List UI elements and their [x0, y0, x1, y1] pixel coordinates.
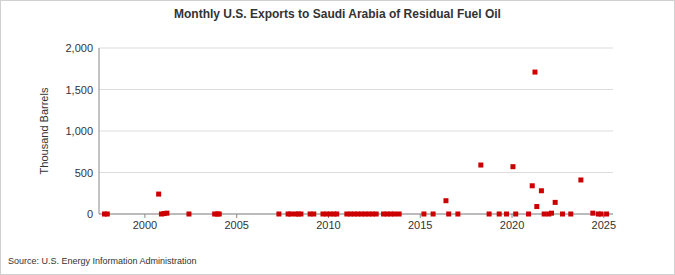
source: Source: U.S. Energy Information Administ…: [8, 256, 197, 266]
point: [526, 212, 531, 217]
point: [446, 212, 451, 217]
title: Monthly U.S. Exports to Saudi Arabia of …: [174, 7, 501, 21]
point: [105, 212, 110, 217]
point: [276, 212, 281, 217]
y-axis-label: Thousand Barrels: [38, 87, 50, 174]
point: [487, 212, 492, 217]
point: [510, 164, 515, 169]
point: [298, 212, 303, 217]
point: [553, 200, 558, 205]
point: [443, 198, 448, 203]
point: [421, 212, 426, 217]
point: [217, 212, 222, 217]
x-tick-label: 2000: [133, 219, 157, 231]
point: [549, 211, 554, 216]
x-tick-label: 2005: [224, 219, 248, 231]
x-tick-label: 2020: [500, 219, 524, 231]
point: [534, 204, 539, 209]
point: [530, 183, 535, 188]
grid-line: [99, 172, 613, 173]
x-tick: [236, 214, 237, 218]
y-tick-label: 1,500: [65, 84, 93, 96]
point: [497, 212, 502, 217]
point: [478, 163, 483, 168]
point: [532, 70, 537, 75]
point: [164, 211, 169, 216]
point: [156, 192, 161, 197]
point: [604, 212, 609, 217]
x-tick-label: 2015: [408, 219, 432, 231]
point: [513, 212, 518, 217]
point: [397, 212, 402, 217]
point: [392, 212, 397, 217]
point: [590, 211, 595, 216]
point: [374, 212, 379, 217]
point: [539, 188, 544, 193]
point: [560, 212, 565, 217]
point: [186, 212, 191, 217]
point: [311, 212, 316, 217]
point: [599, 212, 604, 217]
y-tick-label: 0: [87, 208, 93, 220]
point: [542, 212, 547, 217]
point: [431, 212, 436, 217]
chart: Monthly U.S. Exports to Saudi Arabia of …: [0, 0, 675, 275]
x-tick: [420, 214, 421, 218]
x-tick-label: 2010: [316, 219, 340, 231]
point: [288, 212, 293, 217]
x-tick: [512, 214, 513, 218]
x-tick: [144, 214, 145, 218]
point: [578, 177, 583, 182]
point: [334, 212, 339, 217]
y-tick-label: 1,000: [65, 125, 93, 137]
y-axis: [99, 48, 100, 214]
grid-line: [99, 89, 613, 90]
point: [504, 212, 509, 217]
grid-line: [99, 48, 613, 49]
grid-line: [99, 131, 613, 132]
point: [455, 212, 460, 217]
points: [102, 70, 609, 217]
y-tick-label: 2,000: [65, 42, 93, 54]
y-tick-label: 500: [75, 167, 93, 179]
x-tick-label: 2025: [592, 219, 616, 231]
background: [1, 1, 675, 275]
point: [568, 212, 573, 217]
